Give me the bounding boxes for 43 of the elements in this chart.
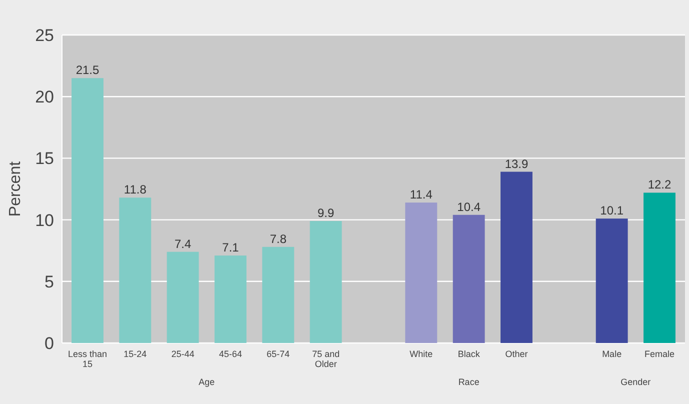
bar [405,202,438,343]
text: Age [198,377,215,387]
x-tick-label: Black [458,349,480,359]
data-label: 9.9 [317,206,334,220]
y-tick-label: 20 [35,88,54,107]
x-tick-label: 25-44 [171,349,194,359]
y-axis-title: Percent [7,160,24,217]
bar [644,192,676,343]
bar [119,198,152,343]
bar [452,214,485,343]
x-tick-label: 15-24 [124,349,147,359]
bar [262,246,294,343]
y-tick-label: 0 [44,334,54,353]
data-label: 13.9 [504,156,528,171]
text: Race [458,377,480,387]
bar [310,221,342,343]
x-tick-label: Less than 15 [68,349,108,369]
data-label: 7.8 [270,232,287,246]
x-tick-label: Other [505,349,528,359]
data-label: 10.4 [457,200,481,214]
x-tick-label: 65-74 [266,349,290,359]
text: Gender [620,377,651,387]
y-tick-label: 5 [44,272,54,292]
x-tick-label: White [410,349,433,359]
x-tick-label: Male [602,349,622,359]
data-label: 7.1 [222,240,240,255]
data-label: 12.2 [648,178,672,192]
y-tick-label: 10 [35,210,54,230]
bar [500,172,532,343]
y-tick-label: 25 [35,26,54,45]
data-label: 11.4 [410,188,433,202]
bar [72,78,104,343]
y-tick-label: 15 [35,149,54,168]
bar [214,256,246,343]
bar [596,218,628,343]
x-tick-label: Female [644,349,675,359]
data-label: 7.4 [174,236,192,251]
bar [166,252,199,343]
x-tick-label: 45-64 [218,349,242,359]
x-tick-label: 75 and Older [312,349,340,369]
data-label: 21.5 [76,63,100,78]
data-label: 10.1 [600,204,624,218]
data-label: 11.8 [124,182,147,197]
